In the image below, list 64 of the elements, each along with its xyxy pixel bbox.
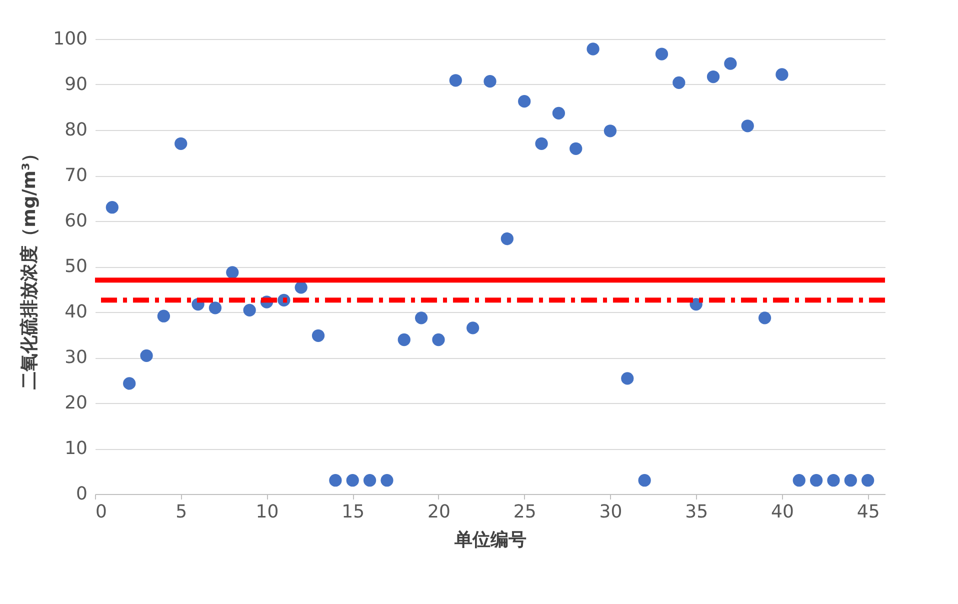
point <box>243 304 256 316</box>
point <box>106 201 118 214</box>
x-tick-label: 40 <box>771 502 794 522</box>
point <box>844 474 857 487</box>
point <box>174 137 188 150</box>
point <box>449 74 462 87</box>
y-tick-label: 20 <box>64 392 88 414</box>
y-tick-label: 40 <box>64 302 88 322</box>
x-tick-label: 25 <box>513 502 536 522</box>
x-tick-label: 10 <box>256 502 279 522</box>
point <box>827 474 840 487</box>
x-tick-label: 15 <box>342 502 365 522</box>
y-axis-title: 二氧化硫排放浓度（mg/m³） <box>19 144 40 390</box>
y-tick-label: 60 <box>64 210 88 232</box>
point <box>398 333 410 346</box>
point <box>810 474 823 487</box>
point <box>724 57 737 70</box>
x-axis-title: 单位编号 <box>454 530 526 550</box>
point <box>586 42 600 56</box>
y-tick-label: 100 <box>53 28 88 50</box>
point <box>500 232 514 246</box>
point <box>226 266 239 279</box>
point <box>346 474 359 487</box>
point <box>535 137 548 150</box>
point <box>604 124 617 138</box>
point <box>363 474 376 487</box>
point <box>123 377 136 390</box>
point <box>329 474 342 487</box>
point <box>208 302 222 314</box>
point <box>758 312 772 324</box>
y-tick-label: 90 <box>64 74 88 95</box>
x-tick-label: 0 <box>96 502 107 522</box>
point <box>672 76 686 89</box>
point <box>140 349 153 362</box>
point <box>518 95 531 108</box>
point <box>432 333 445 346</box>
point <box>638 474 651 487</box>
point <box>621 372 634 385</box>
point <box>414 312 428 324</box>
point <box>862 474 874 487</box>
point <box>741 120 754 132</box>
point <box>380 474 394 487</box>
point <box>466 322 480 334</box>
point <box>157 310 170 322</box>
point <box>312 329 325 342</box>
x-tick-label: 5 <box>176 502 188 522</box>
point <box>776 68 788 81</box>
y-tick-label: 10 <box>64 438 88 459</box>
point <box>570 142 582 155</box>
x-tick-label: 45 <box>856 502 880 522</box>
y-tick-label: 50 <box>64 256 88 277</box>
point <box>792 474 806 487</box>
x-tick-label: 30 <box>599 502 622 522</box>
point <box>706 70 720 84</box>
y-tick-label: 70 <box>64 165 88 186</box>
point <box>655 48 668 60</box>
x-tick-label: 20 <box>428 502 450 522</box>
x-tick-label: 35 <box>685 502 708 522</box>
y-tick-label: 30 <box>64 347 88 368</box>
point <box>294 281 308 294</box>
point <box>552 106 566 120</box>
y-tick-label: 80 <box>64 120 88 140</box>
point <box>484 75 496 88</box>
y-tick-label: 0 <box>76 484 88 504</box>
